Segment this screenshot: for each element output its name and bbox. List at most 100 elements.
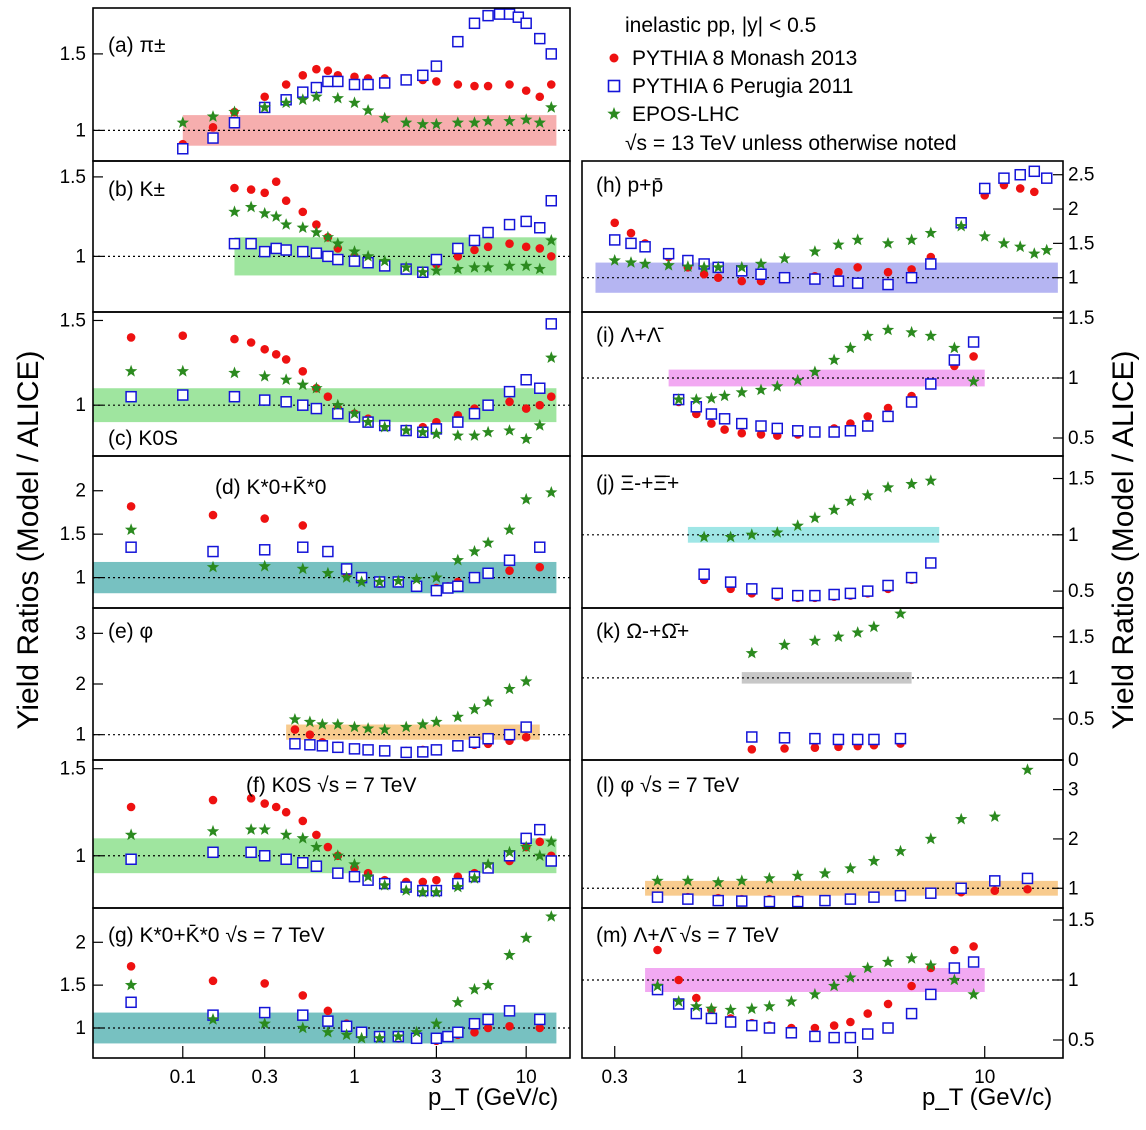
- panel-j: 0.5 1 1.5 (j) Ξ-+Ξ̄+: [581, 455, 1094, 609]
- point-epos: [481, 536, 495, 549]
- point-pythia6: [809, 732, 821, 745]
- point-pythia6: [258, 1006, 271, 1019]
- point-epos: [296, 221, 309, 233]
- y-tick-label: 1: [75, 568, 86, 589]
- point-pythia6: [482, 9, 494, 22]
- point-epos: [894, 608, 907, 619]
- point-pythia6: [442, 1030, 454, 1043]
- point-epos: [520, 840, 533, 853]
- y-tick-label: 1: [75, 246, 86, 267]
- point-pythia6: [809, 273, 821, 285]
- point-pythia6: [245, 846, 257, 859]
- point-epos: [296, 1021, 309, 1034]
- point-epos: [1021, 763, 1034, 776]
- point-pythia8: [126, 961, 136, 971]
- point-pythia6: [520, 215, 532, 228]
- point-epos: [672, 393, 685, 405]
- point-epos: [340, 1028, 353, 1041]
- point-pythia6: [468, 407, 481, 420]
- point-pythia6: [482, 732, 494, 745]
- point-pythia6: [882, 410, 894, 423]
- panel-e: 1 2 3 (e) φ: [75, 607, 571, 761]
- point-pythia6: [378, 745, 391, 757]
- y-tick-label: 1: [75, 846, 86, 867]
- point-epos: [778, 638, 791, 651]
- panel-d: 1 1.5 2 (d) K*0+K̄*0: [60, 455, 571, 609]
- point-epos: [851, 626, 864, 638]
- point-pythia8: [208, 510, 218, 520]
- point-epos: [331, 849, 344, 861]
- point-pythia6: [304, 739, 316, 751]
- point-pythia8: [810, 1023, 820, 1033]
- point-pythia6: [625, 237, 637, 250]
- point-epos: [808, 634, 822, 647]
- point-pythia8: [126, 802, 136, 812]
- point-epos: [924, 959, 937, 971]
- point-epos: [905, 477, 918, 490]
- point-epos: [451, 116, 464, 128]
- point-pythia6: [468, 736, 481, 749]
- point-epos: [348, 720, 361, 733]
- panel-label: (b) K±: [108, 178, 165, 201]
- legend-marker-epos: [607, 107, 621, 120]
- point-pythia6: [297, 541, 309, 553]
- x-axis-title-left: p_T (GeV/c): [428, 1084, 558, 1111]
- panel-label: (d) K*0+K̄*0: [215, 476, 326, 499]
- point-epos: [400, 261, 413, 273]
- point-pythia8: [470, 81, 479, 91]
- point-epos: [905, 325, 918, 338]
- panel-l: 1 2 3 (l) φ √s = 7 TeV: [581, 759, 1079, 909]
- point-epos: [705, 1002, 718, 1015]
- point-pythia8: [1023, 884, 1032, 894]
- point-epos: [430, 571, 443, 583]
- point-epos: [520, 931, 533, 944]
- point-pythia6: [125, 390, 137, 403]
- point-pythia8: [907, 265, 916, 274]
- point-pythia6: [310, 860, 323, 872]
- point-epos: [348, 407, 361, 419]
- point-pythia6: [1040, 172, 1053, 184]
- point-pythia6: [512, 11, 525, 23]
- point-pythia8: [483, 81, 493, 91]
- point-pythia8: [846, 1017, 855, 1027]
- point-pythia8: [246, 338, 256, 347]
- point-pythia6: [322, 75, 334, 88]
- point-epos: [124, 523, 138, 536]
- point-epos: [228, 205, 241, 218]
- point-epos: [296, 831, 309, 844]
- point-epos: [451, 995, 464, 1008]
- point-pythia8: [505, 1021, 514, 1031]
- panel-label: (g) K*0+K̄*0 √s = 7 TeV: [108, 924, 325, 947]
- y-tick-label: 1: [1068, 525, 1079, 546]
- point-pythia8: [521, 242, 531, 252]
- point-epos: [828, 979, 841, 992]
- point-pythia6: [322, 1015, 334, 1027]
- point-epos: [331, 237, 344, 249]
- legend-label-pythia8: PYTHIA 8 Monash 2013: [632, 47, 857, 70]
- uncertainty-band: [741, 672, 912, 684]
- point-pythia8: [271, 177, 281, 186]
- point-pythia6: [705, 1012, 718, 1025]
- point-pythia6: [534, 541, 546, 553]
- point-pythia6: [1021, 872, 1034, 885]
- point-pythia6: [207, 132, 219, 144]
- y-tick-label: 0: [1068, 750, 1079, 771]
- point-epos: [745, 646, 758, 659]
- point-pythia8: [483, 1023, 493, 1033]
- point-pythia6: [520, 17, 532, 30]
- point-pythia6: [348, 870, 361, 883]
- point-epos: [176, 364, 189, 377]
- y-tick-label: 0.5: [1068, 1030, 1094, 1051]
- point-epos: [735, 385, 748, 398]
- point-pythia8: [246, 185, 256, 194]
- point-pythia6: [690, 401, 703, 413]
- point-pythia6: [894, 732, 907, 745]
- point-epos: [763, 871, 776, 884]
- point-pythia8: [281, 807, 291, 817]
- point-epos: [533, 262, 546, 275]
- point-epos: [924, 329, 937, 342]
- point-epos: [844, 341, 857, 354]
- panel-j-plot-area: [582, 474, 1063, 603]
- point-epos: [296, 378, 309, 391]
- point-epos: [948, 341, 961, 354]
